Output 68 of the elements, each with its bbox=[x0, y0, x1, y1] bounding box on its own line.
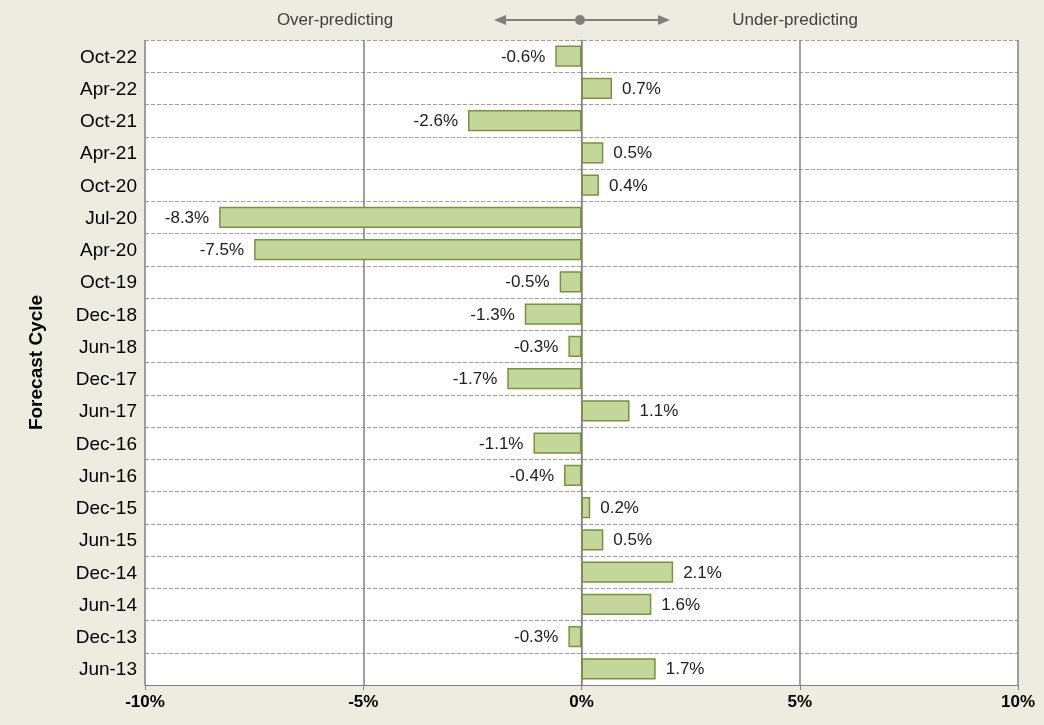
data-label: 2.1% bbox=[683, 562, 722, 582]
y-tick-label: Dec-15 bbox=[75, 497, 137, 519]
data-label: -0.4% bbox=[509, 465, 555, 485]
bar bbox=[524, 303, 582, 325]
x-tick-label: 10% bbox=[1000, 692, 1036, 711]
y-tick-label: Jul-20 bbox=[85, 206, 137, 228]
x-tick-label: 0% bbox=[569, 692, 594, 711]
data-label: -0.3% bbox=[513, 627, 559, 647]
x-tick-label: -10% bbox=[125, 692, 165, 711]
bar bbox=[581, 658, 656, 680]
bar bbox=[533, 432, 582, 454]
data-label: -1.7% bbox=[452, 369, 498, 389]
data-label: 1.6% bbox=[661, 594, 701, 614]
data-label: 0.4% bbox=[608, 175, 648, 195]
data-label: -8.3% bbox=[164, 207, 210, 227]
y-tick-label: Apr-22 bbox=[79, 77, 137, 99]
data-label: 0.2% bbox=[600, 498, 639, 518]
bar bbox=[254, 238, 582, 261]
y-tick-label: Jun-15 bbox=[78, 529, 137, 551]
bar bbox=[581, 77, 613, 100]
data-label: -0.3% bbox=[513, 336, 559, 356]
y-tick-label: Oct-22 bbox=[79, 45, 137, 67]
bar bbox=[559, 271, 582, 293]
text: Under-predicting bbox=[732, 10, 858, 30]
y-axis-title: Forecast Cycle bbox=[25, 294, 46, 431]
x-tick-label: -5% bbox=[348, 692, 379, 711]
data-label: -0.5% bbox=[505, 272, 550, 292]
y-tick-label: Jun-18 bbox=[78, 335, 137, 357]
y-tick-label: Jun-14 bbox=[78, 593, 138, 615]
y-tick-label: Dec-13 bbox=[75, 626, 137, 648]
bar bbox=[581, 400, 630, 422]
bar bbox=[581, 561, 674, 583]
data-label: 0.7% bbox=[622, 78, 661, 98]
bar bbox=[581, 593, 652, 616]
y-tick-label: Oct-20 bbox=[79, 174, 137, 196]
y-tick-label: Apr-20 bbox=[79, 239, 137, 261]
bar bbox=[468, 109, 582, 132]
y-tick-label: Dec-16 bbox=[75, 432, 137, 454]
bar bbox=[581, 142, 604, 164]
bar bbox=[568, 625, 582, 648]
data-label: 0.5% bbox=[613, 143, 653, 163]
y-tick-label: Dec-17 bbox=[75, 368, 137, 390]
y-tick-label: Oct-21 bbox=[79, 110, 137, 132]
bar bbox=[581, 529, 604, 551]
data-label: 0.5% bbox=[613, 530, 653, 550]
bar bbox=[581, 496, 591, 519]
y-tick-label: Apr-21 bbox=[79, 142, 137, 164]
data-label: -2.6% bbox=[413, 111, 459, 131]
y-tick-label: Jun-13 bbox=[78, 658, 137, 680]
y-tick-label: Dec-14 bbox=[75, 561, 138, 583]
bar bbox=[555, 45, 582, 67]
y-tick-label: Oct-19 bbox=[79, 271, 137, 293]
data-label: -0.6% bbox=[500, 46, 546, 66]
y-tick-label: Jun-16 bbox=[78, 464, 137, 486]
bar bbox=[581, 174, 599, 196]
bar bbox=[564, 464, 582, 487]
data-label: 1.7% bbox=[665, 659, 705, 679]
bar bbox=[507, 367, 582, 390]
data-label: 1.1% bbox=[639, 401, 679, 421]
bar bbox=[219, 206, 582, 229]
data-label: -1.1% bbox=[479, 433, 524, 453]
y-tick-label: Jun-17 bbox=[78, 400, 137, 422]
data-label: -7.5% bbox=[199, 240, 245, 260]
text: Over-predicting bbox=[276, 10, 394, 30]
bar bbox=[568, 335, 582, 358]
data-label: -1.3% bbox=[470, 304, 515, 324]
y-tick-label: Dec-18 bbox=[75, 303, 137, 325]
x-tick-label: 5% bbox=[787, 692, 813, 711]
